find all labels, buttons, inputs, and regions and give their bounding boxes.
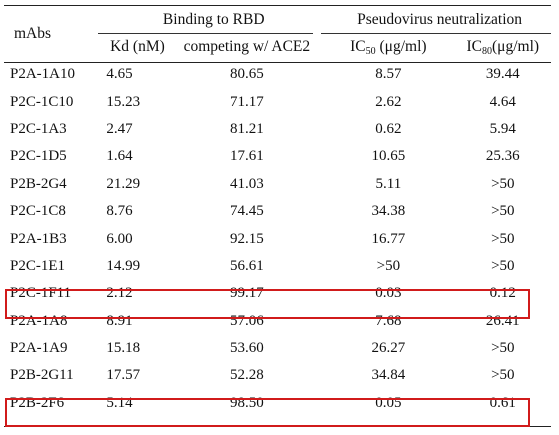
mab-cell: P2A-1A9 [10, 340, 68, 357]
competing-cell: 56.61 [229, 257, 264, 274]
ic80-header-prefix: IC [466, 38, 483, 55]
ic80-cell: 5.94 [489, 120, 516, 137]
table-row: P2C-1D5 1.64 17.61 10.65 25.36 [4, 143, 554, 170]
mabs-table: mAbs Binding to RBD Pseudovirus neutrali… [4, 6, 554, 417]
ic80-header: IC80(μg/ml) [452, 33, 554, 61]
ic50-cell: 8.57 [375, 66, 402, 83]
ic80-cell: >50 [491, 230, 515, 247]
table-row: P2B-2G11 17.57 52.28 34.84 >50 [4, 362, 554, 389]
mab-cell: P2C-1E1 [10, 257, 66, 274]
ic50-header: IC50 (μg/ml) [325, 33, 451, 61]
kd-cell: 14.99 [106, 257, 141, 274]
ic50-cell: 10.65 [371, 148, 406, 165]
table-row: P2C-1A3 2.47 81.21 0.62 5.94 [4, 116, 554, 143]
ic50-cell: 26.27 [371, 340, 406, 357]
kd-cell: 17.57 [106, 367, 141, 384]
mab-cell: P2B-2G4 [10, 175, 67, 192]
ic80-cell: 39.44 [485, 66, 520, 83]
kd-cell: 21.29 [106, 175, 141, 192]
ic50-cell: 34.84 [371, 367, 406, 384]
table-row: P2A-1B3 6.00 92.15 16.77 >50 [4, 225, 554, 252]
competing-cell: 41.03 [229, 175, 264, 192]
competing-cell: 17.61 [229, 148, 264, 165]
neutralization-group-header: Pseudovirus neutralization [357, 10, 522, 28]
competing-cell: 80.65 [229, 66, 264, 83]
table-row: P2A-1A10 4.65 80.65 8.57 39.44 [4, 61, 554, 88]
competing-cell: 53.60 [229, 340, 264, 357]
neutralization-group-rule [321, 33, 551, 34]
header-bottom-rule [4, 62, 551, 64]
mab-cell: P2A-1A8 [10, 312, 68, 329]
kd-cell: 6.00 [106, 230, 133, 247]
ic50-cell: 2.62 [375, 93, 402, 110]
table-row: P2B-2G4 21.29 41.03 5.11 >50 [4, 171, 554, 198]
top-rule [4, 5, 551, 7]
ic50-cell: >50 [376, 257, 401, 274]
group-header-row: mAbs Binding to RBD Pseudovirus neutrali… [4, 6, 554, 42]
table-row: P2C-1E1 14.99 56.61 >50 >50 [4, 253, 554, 280]
ic50-header-prefix: IC [350, 38, 366, 55]
competing-cell: 52.28 [229, 367, 264, 384]
ic80-cell: >50 [491, 367, 515, 384]
ic80-cell: >50 [491, 203, 515, 220]
highlight-box-row-p2b-2f6 [5, 398, 530, 427]
kd-cell: 15.18 [106, 340, 141, 357]
ic80-cell: >50 [491, 257, 515, 274]
competing-cell: 92.15 [229, 230, 264, 247]
ic80-cell: >50 [491, 340, 515, 357]
kd-cell: 2.47 [106, 120, 133, 137]
kd-cell: 4.65 [106, 66, 133, 83]
table-row: P2A-1A9 15.18 53.60 26.27 >50 [4, 335, 554, 362]
binding-group-header: Binding to RBD [162, 10, 265, 28]
competing-cell: 81.21 [229, 120, 264, 137]
mab-cell: P2C-1A3 [10, 120, 67, 137]
table-body: P2A-1A10 4.65 80.65 8.57 39.44 P2C-1C10 … [4, 61, 554, 417]
ic50-header-suffix: (μg/ml) [375, 38, 427, 55]
ic50-cell: 34.38 [371, 203, 406, 220]
ic50-header-sub: 50 [365, 46, 376, 57]
ic80-cell: 25.36 [485, 148, 520, 165]
ic50-cell: 5.11 [375, 175, 402, 192]
ic80-header-sub: 80 [482, 46, 493, 57]
competing-cell: 74.45 [229, 203, 264, 220]
highlight-box-row-p2c-1f11 [5, 289, 530, 319]
kd-cell: 8.76 [106, 203, 133, 220]
ic50-cell: 0.62 [375, 120, 402, 137]
mab-cell: P2A-1A10 [10, 66, 76, 83]
mab-cell: P2B-2G11 [10, 367, 74, 384]
competing-header: competing w/ ACE2 [183, 38, 311, 55]
competing-cell: 57.06 [229, 312, 264, 329]
kd-cell: 15.23 [106, 93, 141, 110]
ic80-header-suffix: (μg/ml) [492, 38, 540, 55]
mabs-header: mAbs [14, 24, 52, 42]
mab-cell: P2C-1D5 [10, 148, 67, 165]
mab-cell: P2C-1C8 [10, 203, 66, 220]
kd-cell: 8.91 [106, 312, 133, 329]
competing-cell: 71.17 [229, 93, 264, 110]
kd-cell: 1.64 [106, 148, 133, 165]
ic50-cell: 7.68 [375, 312, 402, 329]
ic80-cell: 26.41 [485, 312, 520, 329]
binding-group-rule [98, 33, 313, 34]
sub-header-row: Kd (nM) competing w/ ACE2 IC50 (μg/ml) I… [4, 33, 554, 61]
kd-header: Kd (nM) [110, 38, 165, 55]
ic80-cell: >50 [491, 175, 515, 192]
table-row: P2C-1C10 15.23 71.17 2.62 4.64 [4, 88, 554, 115]
ic80-cell: 4.64 [489, 93, 516, 110]
table-row: P2C-1C8 8.76 74.45 34.38 >50 [4, 198, 554, 225]
ic50-cell: 16.77 [371, 230, 406, 247]
table-row: P2A-1A8 8.91 57.06 7.68 26.41 [4, 308, 554, 335]
mab-cell: P2C-1C10 [10, 93, 74, 110]
mab-cell: P2A-1B3 [10, 230, 67, 247]
